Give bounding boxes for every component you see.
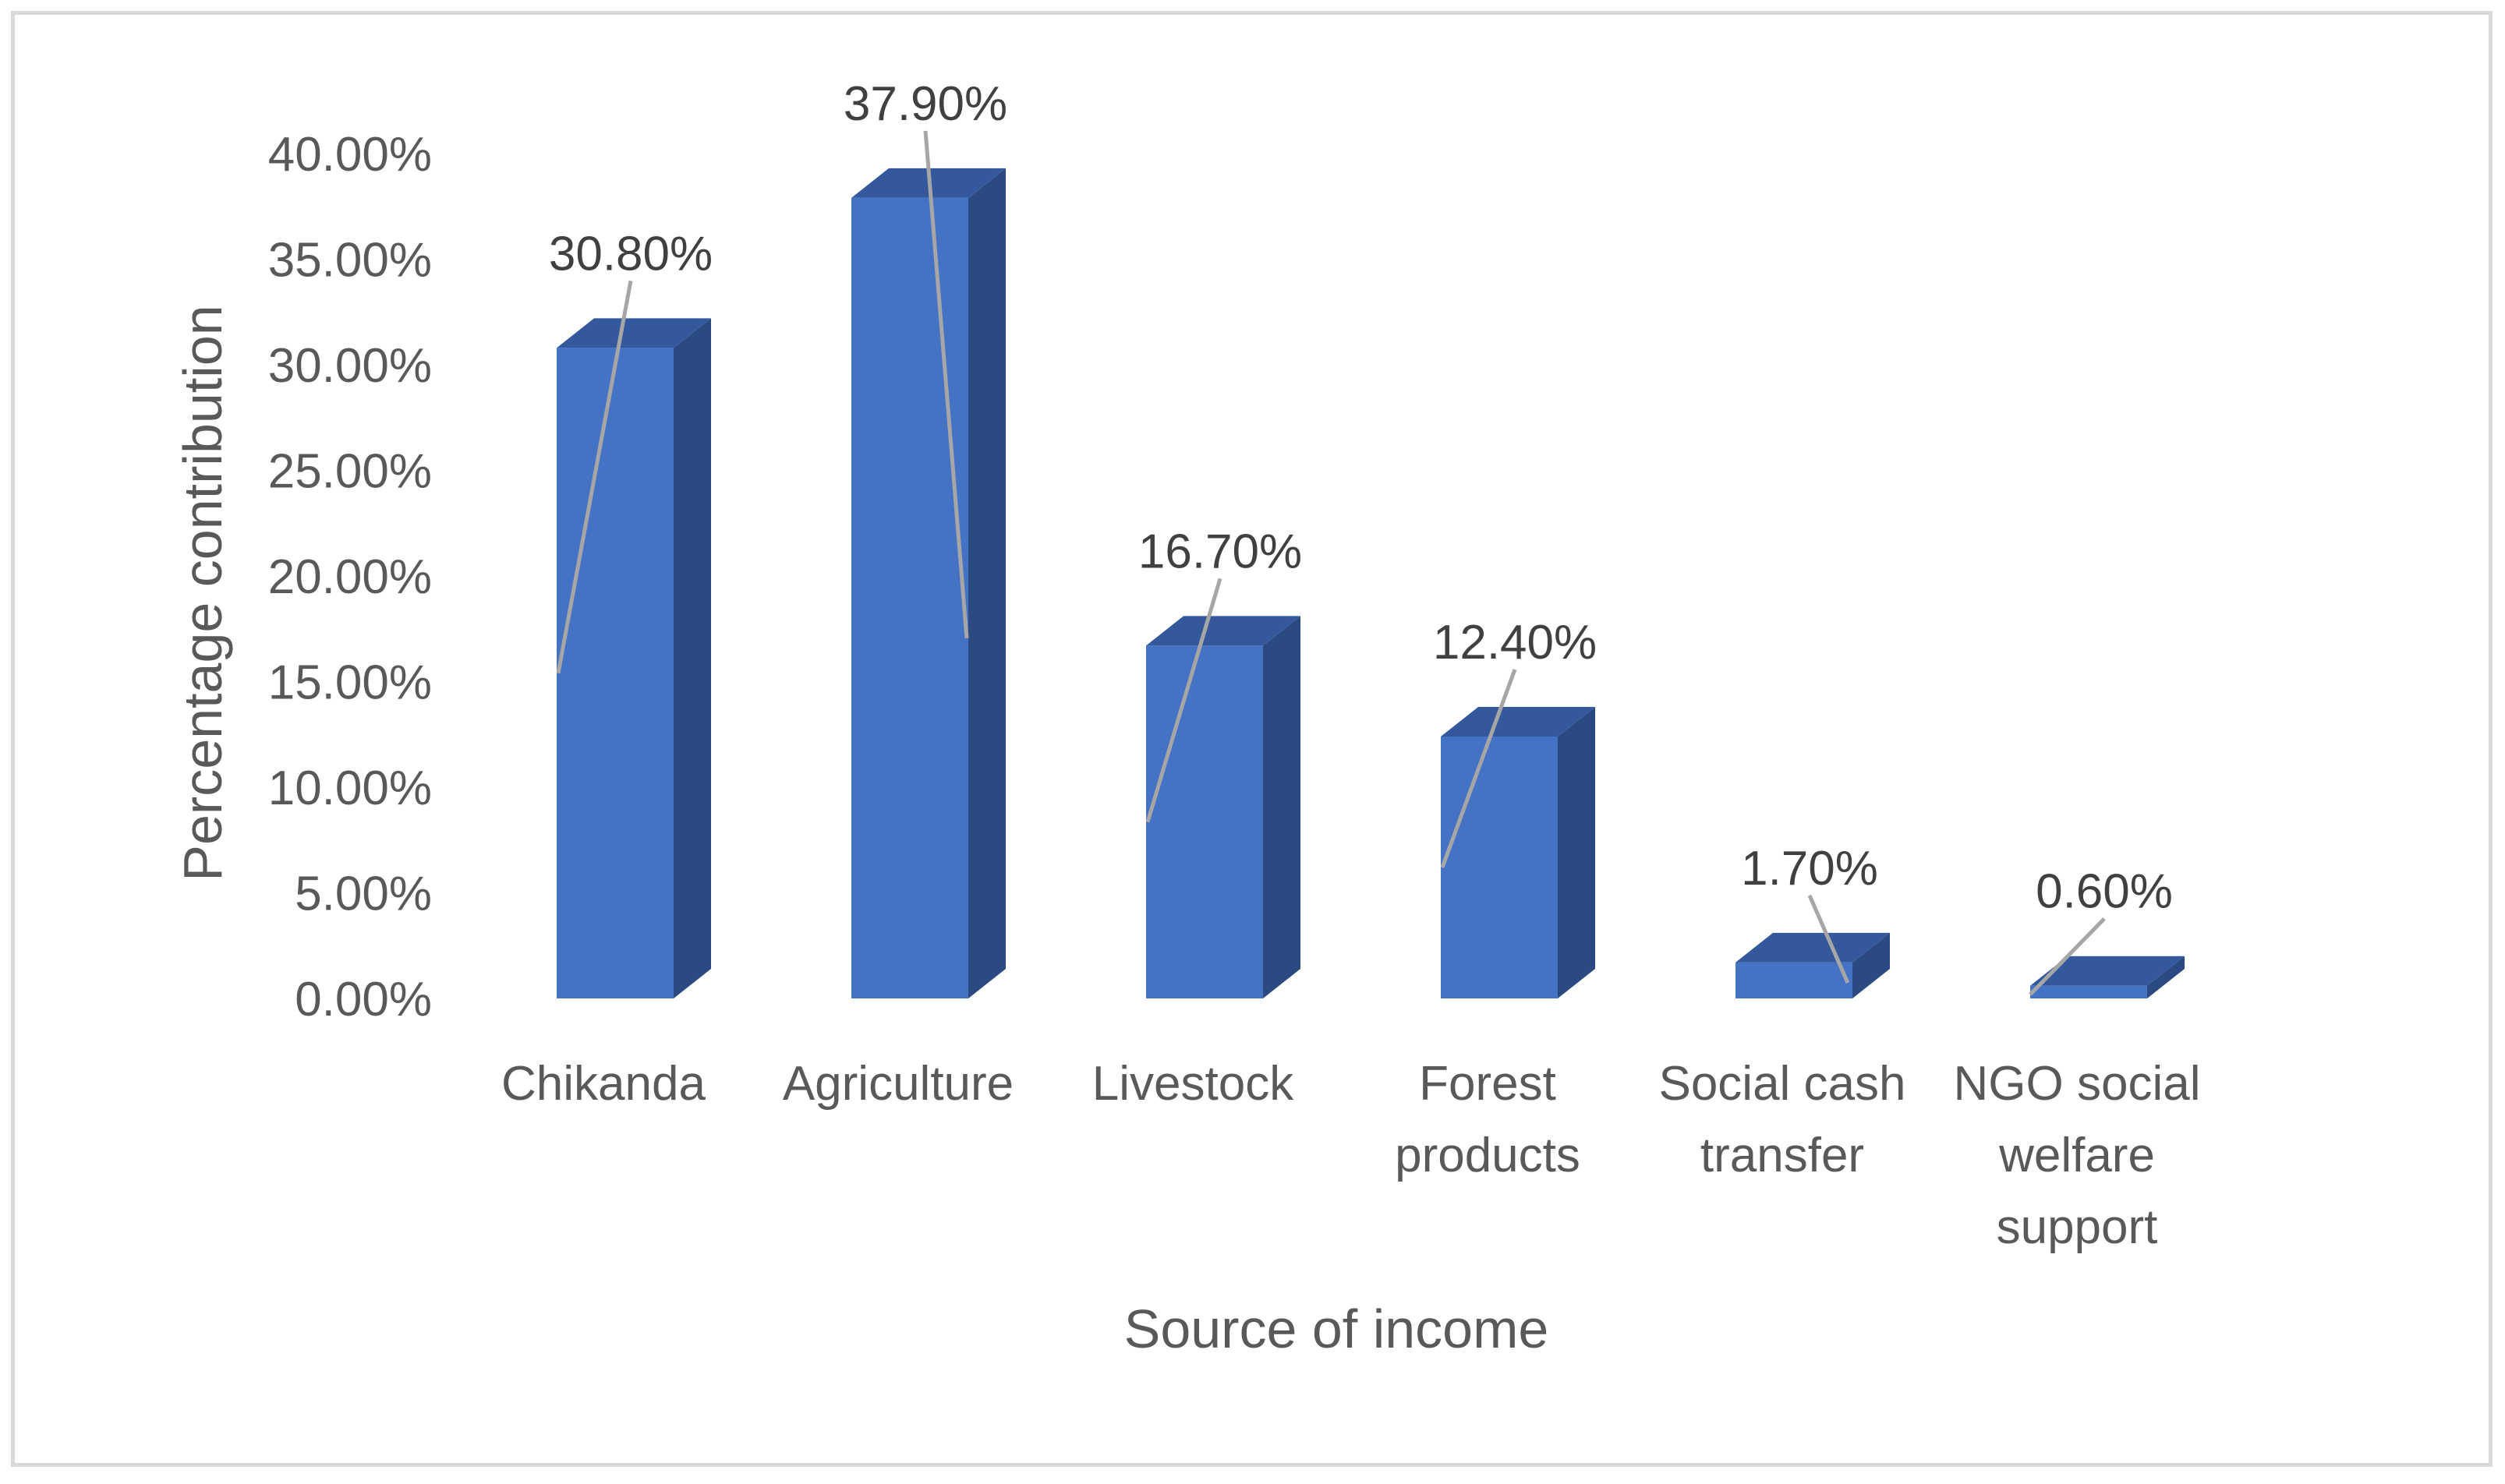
data-label: 30.80% [549,227,713,281]
data-label: 37.90% [844,77,1007,131]
data-label: 12.40% [1433,616,1597,670]
bar [1146,616,1300,998]
bar-top [1146,616,1300,646]
bar-top [1735,932,1890,963]
leader-line [556,280,633,674]
leader-line [1145,578,1222,823]
leader-line [2029,917,2106,996]
bar-side [1263,616,1300,998]
y-tick-label: 15.00% [268,656,432,710]
bar-front [1735,962,1852,998]
y-tick-label: 5.00% [295,867,432,921]
x-category-label: Forest products [1395,1057,1580,1182]
y-tick-label: 20.00% [268,550,432,604]
bar-front [1441,736,1558,998]
x-category-label: Agriculture [783,1057,1014,1111]
data-label: 1.70% [1741,842,1878,896]
leader-line [923,130,969,639]
y-tick-label: 0.00% [295,973,432,1026]
y-axis-title: Percentage contribution [172,305,233,881]
bar-top [2030,956,2185,986]
bar-chart: 0.00% 5.00% 10.00% 15.00% 20.00% 25.00% 30.00%… [172,77,2200,1359]
y-tick-label: 30.00% [268,339,432,393]
x-axis-title: Source of income [1124,1298,1549,1359]
chart-frame: 0.00% 5.00% 10.00% 15.00% 20.00% 25.00% 30.00%… [11,11,2493,1467]
bar [1441,706,1595,998]
bar [557,318,711,998]
y-tick-label: 25.00% [268,445,432,499]
x-category-label: Chikanda [501,1057,706,1111]
leader-line [1807,894,1850,984]
bar-side [674,318,711,998]
bar [851,168,1006,998]
bar [2030,956,2185,998]
x-axis-categories: Chikanda Agriculture Livestock Forest produc… [501,1057,2200,1254]
y-tick-label: 40.00% [268,128,432,182]
bar-top [1441,706,1595,737]
bar-front [2030,985,2147,998]
bars [557,168,2185,998]
data-labels: 30.80% 37.90% 16.70% 12.40% 1.70% 0.60% [549,77,2173,919]
data-label: 0.60% [2036,865,2173,919]
y-tick-label: 35.00% [268,234,432,288]
bar-side [968,168,1006,998]
data-label: 16.70% [1138,525,1302,578]
y-tick-label: 10.00% [268,761,432,815]
bar-front [851,197,968,998]
x-category-label: NGO social welfare support [1954,1057,2201,1254]
leader-line [1440,669,1517,868]
leader-lines [556,130,2106,996]
x-category-label: Social cash transfer [1658,1057,1905,1182]
bar-front [1146,645,1263,998]
bar [1735,932,1890,998]
bar-top [557,318,711,348]
bar-side [2147,956,2185,998]
bar-front [557,348,674,998]
x-category-label: Livestock [1092,1057,1294,1111]
bar-side [1852,932,1890,998]
y-axis-ticks: 0.00% 5.00% 10.00% 15.00% 20.00% 25.00% 30.00%… [268,128,432,1026]
bar-side [1558,706,1595,998]
